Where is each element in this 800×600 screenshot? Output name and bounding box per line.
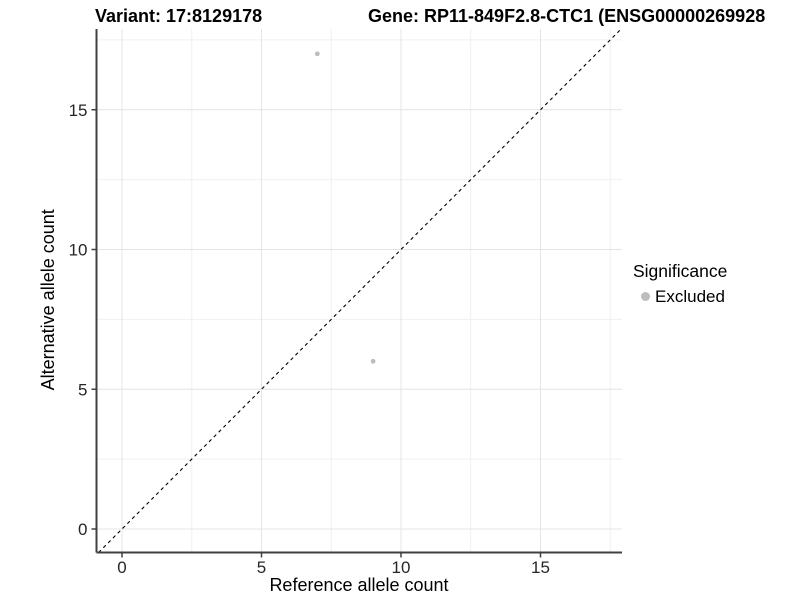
gene-title: Gene: RP11-849F2.8-CTC1 (ENSG00000269928: [368, 6, 766, 26]
legend-entry-excluded: Excluded: [633, 286, 727, 307]
data-point: [370, 358, 376, 364]
gridlines-minor: [96, 29, 622, 553]
x-tick-label: 5: [257, 558, 266, 577]
x-axis-label: Reference allele count: [269, 575, 449, 595]
axes: [95, 29, 622, 554]
x-tick-label: 0: [117, 558, 126, 577]
legend: Significance Excluded: [633, 261, 727, 307]
legend-title: Significance: [633, 261, 728, 281]
y-tick-label: 0: [78, 520, 87, 539]
tick-marks: [91, 109, 542, 558]
x-tick-label: 10: [392, 558, 411, 577]
identity-line: [98, 28, 622, 553]
x-tick-label: 15: [531, 558, 550, 577]
data-points: [314, 51, 376, 364]
variant-title: Variant: 17:8129178: [95, 6, 263, 26]
y-tick-label: 10: [69, 241, 88, 260]
legend-entry-label: Excluded: [655, 286, 725, 306]
data-point: [314, 51, 320, 57]
y-axis-label: Alternative allele count: [38, 209, 59, 391]
tick-labels: 0 5 10 15 0 5 10 15: [69, 101, 550, 577]
y-tick-label: 15: [69, 101, 88, 120]
y-tick-label: 5: [78, 380, 87, 399]
gridlines-major: [96, 29, 622, 553]
point-marker-icon: [641, 292, 650, 301]
